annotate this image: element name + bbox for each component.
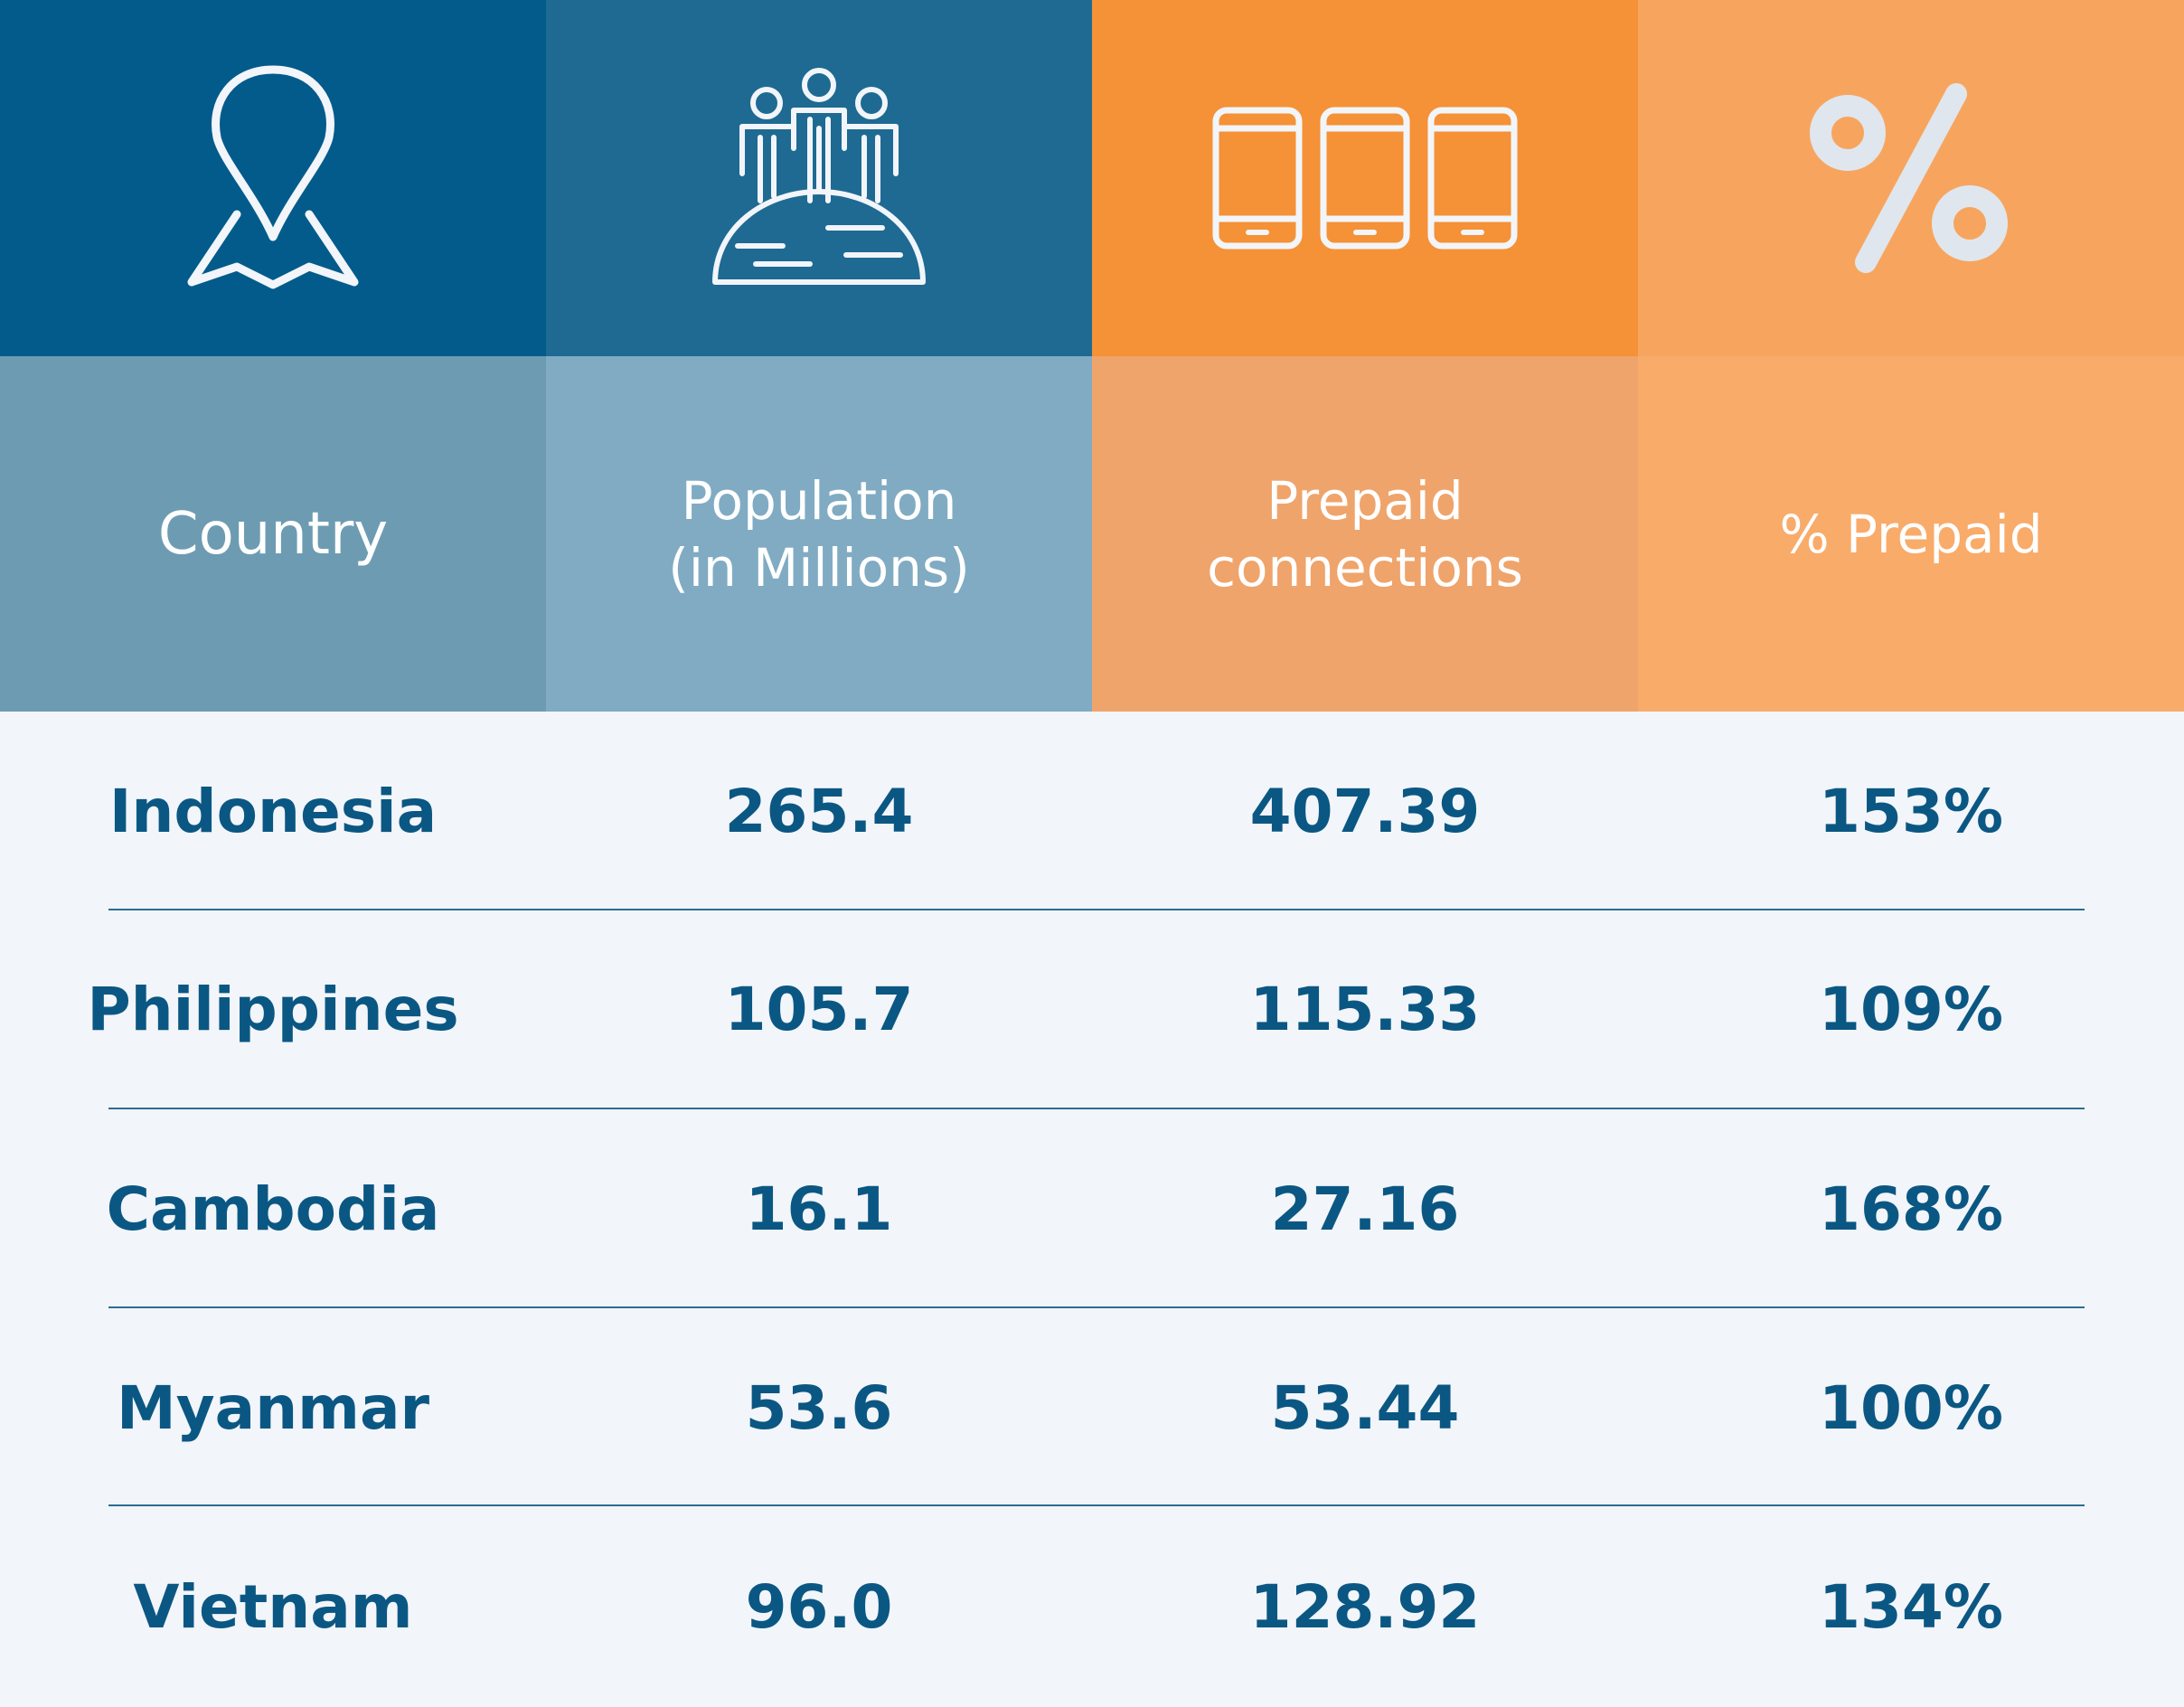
cell-prepaid: 27.16	[1270, 1174, 1460, 1244]
cell-population: 16.1	[745, 1174, 893, 1244]
icon-cell-country	[0, 0, 546, 356]
icon-cell-prepaid	[1092, 0, 1638, 356]
column-header-label: Country	[157, 500, 389, 568]
table-row: Indonesia 265.4 407.39 153%	[0, 712, 2184, 910]
table-row: Cambodia 16.1 27.16 168%	[0, 1109, 2184, 1308]
cell-pct: 100%	[1819, 1372, 2003, 1443]
table-row: Myanmar 53.6 53.44 100%	[0, 1308, 2184, 1507]
cell-country: Philippines	[87, 974, 459, 1044]
cell-prepaid: 115.33	[1249, 974, 1481, 1044]
row-separator	[108, 1108, 2085, 1109]
table-row: Philippines 105.7 115.33 109%	[0, 910, 2184, 1108]
column-header-pct: % Prepaid	[1638, 356, 2184, 712]
icon-cell-pct	[1638, 0, 2184, 356]
row-separator	[108, 1306, 2085, 1308]
cell-pct: 109%	[1819, 974, 2003, 1044]
column-header-label: % Prepaid	[1779, 503, 2043, 565]
cell-pct: 168%	[1819, 1174, 2003, 1244]
column-header-population: Population (in Millions)	[546, 356, 1092, 712]
table-row: Vietnam 96.0 128.92 134%	[0, 1507, 2184, 1706]
cell-population: 96.0	[745, 1571, 893, 1642]
row-separator	[108, 909, 2085, 910]
row-separator	[108, 1504, 2085, 1506]
icon-row	[0, 0, 2184, 356]
map-pin-icon	[187, 65, 359, 289]
cell-prepaid: 128.92	[1249, 1571, 1481, 1642]
cell-population: 53.6	[745, 1372, 893, 1443]
table-body: Indonesia 265.4 407.39 153% Philippines …	[0, 712, 2184, 1707]
cell-pct: 153%	[1819, 776, 2003, 846]
column-header-country: Country	[0, 356, 546, 712]
cell-prepaid: 53.44	[1270, 1372, 1460, 1443]
cell-prepaid: 407.39	[1249, 776, 1481, 846]
header-row: Country Population (in Millions) Prepaid…	[0, 356, 2184, 712]
column-header-prepaid: Prepaid connections	[1092, 356, 1638, 712]
cell-country: Indonesia	[108, 776, 438, 846]
cell-country: Vietnam	[133, 1571, 413, 1642]
cell-country: Myanmar	[116, 1372, 430, 1443]
icon-cell-population	[546, 0, 1092, 356]
cell-population: 105.7	[724, 974, 914, 1044]
column-header-label: Prepaid connections	[1207, 469, 1523, 599]
cell-country: Cambodia	[106, 1174, 440, 1244]
column-header-label: Population (in Millions)	[668, 469, 970, 599]
cell-population: 265.4	[724, 776, 914, 846]
percent-icon	[1810, 83, 2008, 273]
people-on-globe-icon	[712, 68, 926, 285]
cell-pct: 134%	[1819, 1571, 2003, 1642]
mobile-phones-icon	[1212, 107, 1518, 250]
